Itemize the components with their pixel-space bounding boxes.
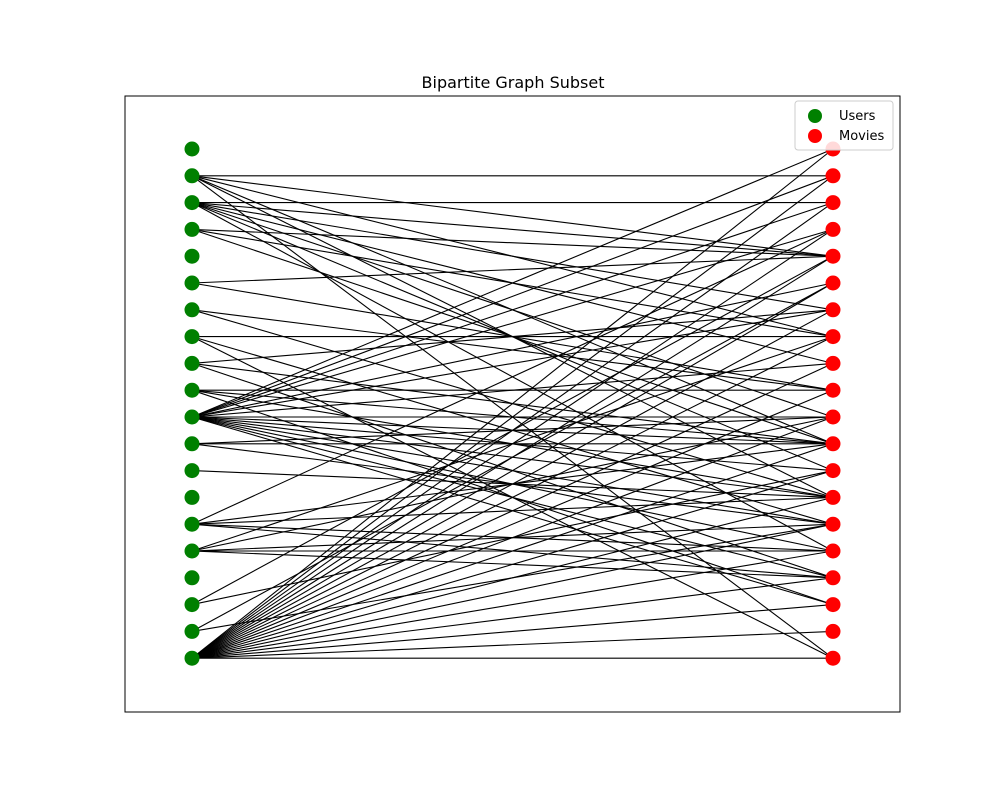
legend-movies-marker <box>808 129 822 143</box>
edge <box>191 175 834 659</box>
chart-title: Bipartite Graph Subset <box>422 73 605 92</box>
movie-node <box>825 329 841 345</box>
movie-node <box>825 463 841 479</box>
edge <box>191 550 834 659</box>
edge <box>191 202 834 418</box>
movie-nodes <box>825 141 841 666</box>
movie-node <box>825 516 841 532</box>
edge <box>191 362 834 659</box>
movie-node <box>825 436 841 452</box>
user-node <box>184 543 200 559</box>
user-node <box>184 570 200 586</box>
edge <box>191 523 834 659</box>
user-node <box>184 650 200 666</box>
edge <box>191 309 834 364</box>
user-node <box>184 168 200 184</box>
user-node <box>184 329 200 345</box>
edge <box>191 228 834 418</box>
user-nodes <box>184 141 200 666</box>
edge <box>191 255 834 659</box>
edge <box>191 175 834 418</box>
user-node <box>184 302 200 318</box>
movie-node <box>825 382 841 398</box>
edge <box>191 202 834 311</box>
user-node <box>184 195 200 211</box>
edge <box>191 496 834 659</box>
edge <box>191 175 834 257</box>
movie-node <box>825 168 841 184</box>
user-node <box>184 141 200 157</box>
edge <box>191 470 834 659</box>
movie-node <box>825 623 841 639</box>
movie-node <box>825 409 841 425</box>
user-node <box>184 221 200 237</box>
user-node <box>184 436 200 452</box>
user-node <box>184 623 200 639</box>
movie-node <box>825 355 841 371</box>
user-node <box>184 275 200 291</box>
user-node <box>184 597 200 613</box>
movie-node <box>825 302 841 318</box>
edge <box>191 604 834 659</box>
edge <box>191 389 834 659</box>
movie-node <box>825 195 841 211</box>
edge <box>191 228 834 257</box>
edge <box>191 630 834 659</box>
movie-node <box>825 597 841 613</box>
edge <box>191 309 834 659</box>
user-node <box>184 516 200 532</box>
edge <box>191 202 834 257</box>
edge <box>191 148 834 418</box>
plot-frame <box>124 95 901 713</box>
movie-node <box>825 248 841 264</box>
edge <box>191 577 834 659</box>
movie-node <box>825 489 841 505</box>
movie-node <box>825 543 841 559</box>
edge <box>191 416 834 659</box>
edge <box>191 202 834 659</box>
edge <box>191 255 834 284</box>
legend: Users Movies <box>794 100 894 151</box>
movie-node <box>825 650 841 666</box>
legend-movies-label: Movies <box>839 129 884 144</box>
edges-layer <box>191 148 834 659</box>
edge <box>191 282 834 659</box>
movie-node <box>825 275 841 291</box>
edge <box>191 282 834 418</box>
user-node <box>184 382 200 398</box>
user-node <box>184 409 200 425</box>
movie-node <box>825 570 841 586</box>
legend-users-label: Users <box>839 109 876 124</box>
user-node <box>184 355 200 371</box>
user-node <box>184 463 200 479</box>
legend-users-marker <box>808 109 822 123</box>
edge <box>191 148 834 659</box>
edge <box>191 336 834 659</box>
edge <box>191 443 834 659</box>
user-node <box>184 489 200 505</box>
edge <box>191 228 834 659</box>
user-node <box>184 248 200 264</box>
edge <box>191 309 834 418</box>
movie-node <box>825 221 841 237</box>
